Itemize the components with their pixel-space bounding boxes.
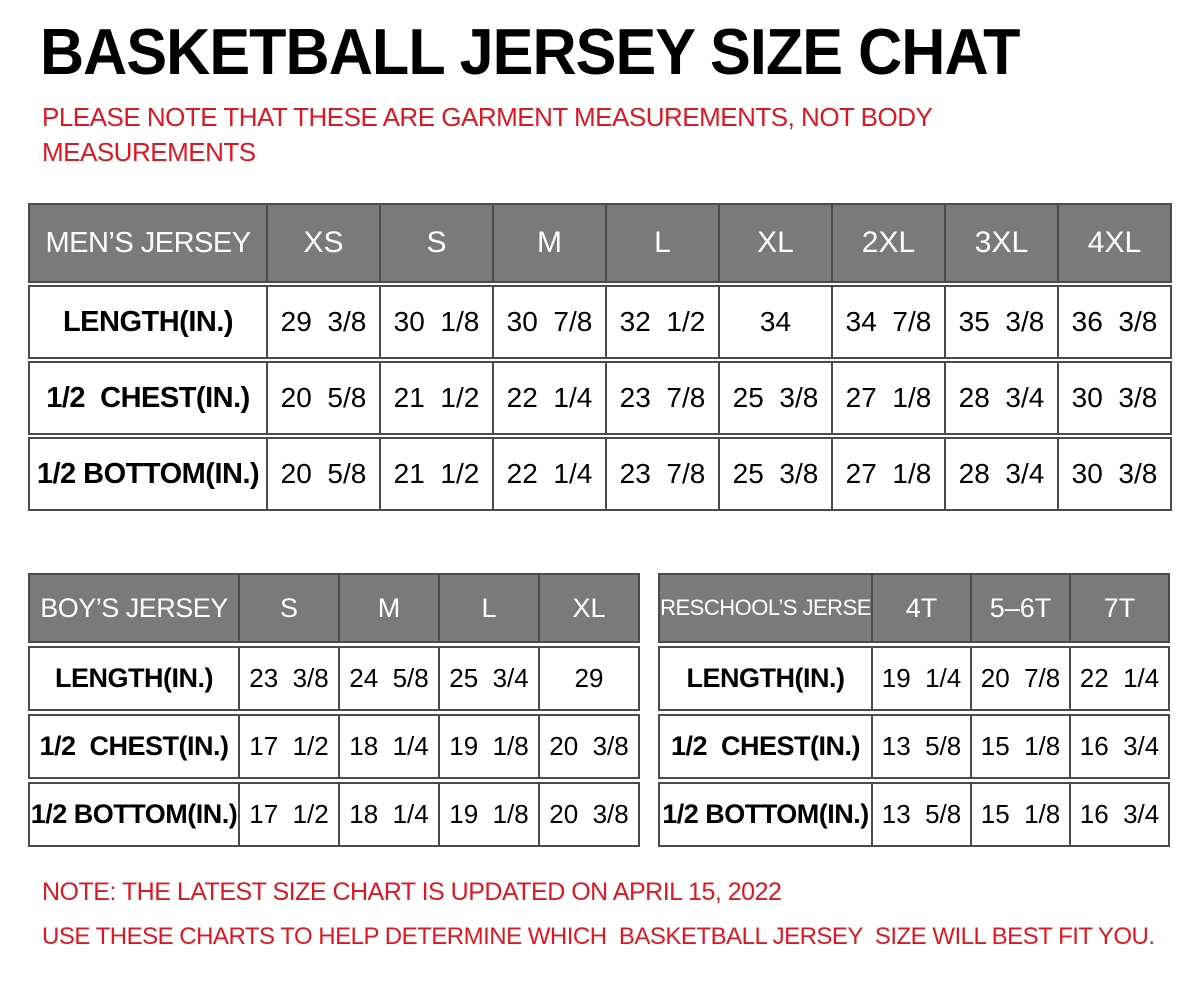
value-cell: 13 5/8	[871, 782, 972, 847]
mens-length-row: LENGTH(IN.) 29 3/8 30 1/8 30 7/8 32 1/2 …	[28, 285, 1172, 359]
value-cell: 20 3/8	[538, 714, 640, 779]
mens-chest-row: 1/2 CHEST(IN.) 20 5/8 21 1/2 22 1/4 23 7…	[28, 361, 1172, 435]
value-cell: 19 1/4	[871, 646, 972, 711]
preschool-jersey-table: PRESCHOOL’S JERSEY 4T 5–6T 7T LENGTH(IN.…	[658, 573, 1170, 850]
size-header-xs: XS	[266, 203, 381, 283]
preschool-table-title: PRESCHOOL’S JERSEY	[658, 573, 873, 643]
size-header-m: M	[338, 573, 440, 643]
garment-measurements-note: PLEASE NOTE THAT THESE ARE GARMENT MEASU…	[42, 100, 933, 170]
value-cell: 28 3/4	[944, 437, 1059, 511]
value-cell: 15 1/8	[970, 782, 1071, 847]
mens-table-title: MEN’S JERSEY	[28, 203, 268, 283]
value-cell: 29	[538, 646, 640, 711]
value-cell: 29 3/8	[266, 285, 381, 359]
garment-note-line2: MEASUREMENTS	[42, 137, 256, 168]
preschool-length-row: LENGTH(IN.) 19 1/4 20 7/8 22 1/4	[658, 646, 1170, 711]
page-title: BASKETBALL JERSEY SIZE CHAT	[40, 15, 1020, 88]
value-cell: 23 3/8	[238, 646, 340, 711]
value-cell: 22 1/4	[1069, 646, 1170, 711]
update-date-note: NOTE: THE LATEST SIZE CHART IS UPDATED O…	[42, 878, 782, 906]
row-label-length: LENGTH(IN.)	[28, 285, 268, 359]
value-cell: 16 3/4	[1069, 714, 1170, 779]
value-cell: 30 3/8	[1057, 437, 1172, 511]
value-cell: 21 1/2	[379, 437, 494, 511]
size-header-s: S	[238, 573, 340, 643]
value-cell: 35 3/8	[944, 285, 1059, 359]
size-header-5-6t: 5–6T	[970, 573, 1071, 643]
mens-bottom-row: 1/2 BOTTOM(IN.) 20 5/8 21 1/2 22 1/4 23 …	[28, 437, 1172, 511]
usage-note: USE THESE CHARTS TO HELP DETERMINE WHICH…	[42, 923, 1155, 950]
size-header-l: L	[438, 573, 540, 643]
size-header-3xl: 3XL	[944, 203, 1059, 283]
size-header-s: S	[379, 203, 494, 283]
value-cell: 22 1/4	[492, 437, 607, 511]
row-label-chest: 1/2 CHEST(IN.)	[658, 714, 873, 779]
row-label-length: LENGTH(IN.)	[658, 646, 873, 711]
size-header-xl: XL	[718, 203, 833, 283]
mens-jersey-table: MEN’S JERSEY XS S M L XL 2XL 3XL 4XL LEN…	[28, 203, 1172, 513]
value-cell: 15 1/8	[970, 714, 1071, 779]
value-cell: 30 1/8	[379, 285, 494, 359]
value-cell: 20 5/8	[266, 361, 381, 435]
row-label-bottom: 1/2 BOTTOM(IN.)	[28, 437, 268, 511]
value-cell: 34 7/8	[831, 285, 946, 359]
value-cell: 36 3/8	[1057, 285, 1172, 359]
value-cell: 17 1/2	[238, 782, 340, 847]
value-cell: 16 3/4	[1069, 782, 1170, 847]
value-cell: 21 1/2	[379, 361, 494, 435]
size-header-l: L	[605, 203, 720, 283]
size-header-xl: XL	[538, 573, 640, 643]
value-cell: 25 3/8	[718, 361, 833, 435]
boys-length-row: LENGTH(IN.) 23 3/8 24 5/8 25 3/4 29	[28, 646, 640, 711]
preschool-chest-row: 1/2 CHEST(IN.) 13 5/8 15 1/8 16 3/4	[658, 714, 1170, 779]
garment-note-line1: PLEASE NOTE THAT THESE ARE GARMENT MEASU…	[42, 102, 933, 132]
size-header-4t: 4T	[871, 573, 972, 643]
value-cell: 30 7/8	[492, 285, 607, 359]
value-cell: 30 3/8	[1057, 361, 1172, 435]
size-header-7t: 7T	[1069, 573, 1170, 643]
value-cell: 22 1/4	[492, 361, 607, 435]
value-cell: 25 3/4	[438, 646, 540, 711]
boys-chest-row: 1/2 CHEST(IN.) 17 1/2 18 1/4 19 1/8 20 3…	[28, 714, 640, 779]
value-cell: 17 1/2	[238, 714, 340, 779]
boys-bottom-row: 1/2 BOTTOM(IN.) 17 1/2 18 1/4 19 1/8 20 …	[28, 782, 640, 847]
mens-header-row: MEN’S JERSEY XS S M L XL 2XL 3XL 4XL	[28, 203, 1172, 283]
row-label-bottom: 1/2 BOTTOM(IN.)	[28, 782, 240, 847]
value-cell: 20 3/8	[538, 782, 640, 847]
value-cell: 27 1/8	[831, 437, 946, 511]
boys-header-row: BOY’S JERSEY S M L XL	[28, 573, 640, 643]
size-header-2xl: 2XL	[831, 203, 946, 283]
row-label-length: LENGTH(IN.)	[28, 646, 240, 711]
value-cell: 19 1/8	[438, 782, 540, 847]
preschool-bottom-row: 1/2 BOTTOM(IN.) 13 5/8 15 1/8 16 3/4	[658, 782, 1170, 847]
row-label-chest: 1/2 CHEST(IN.)	[28, 361, 268, 435]
boys-jersey-table: BOY’S JERSEY S M L XL LENGTH(IN.) 23 3/8…	[28, 573, 640, 850]
value-cell: 13 5/8	[871, 714, 972, 779]
value-cell: 34	[718, 285, 833, 359]
value-cell: 28 3/4	[944, 361, 1059, 435]
boys-table-title: BOY’S JERSEY	[28, 573, 240, 643]
value-cell: 20 5/8	[266, 437, 381, 511]
value-cell: 20 7/8	[970, 646, 1071, 711]
value-cell: 18 1/4	[338, 714, 440, 779]
preschool-header-row: PRESCHOOL’S JERSEY 4T 5–6T 7T	[658, 573, 1170, 643]
value-cell: 32 1/2	[605, 285, 720, 359]
value-cell: 18 1/4	[338, 782, 440, 847]
value-cell: 27 1/8	[831, 361, 946, 435]
row-label-bottom: 1/2 BOTTOM(IN.)	[658, 782, 873, 847]
size-header-4xl: 4XL	[1057, 203, 1172, 283]
value-cell: 24 5/8	[338, 646, 440, 711]
row-label-chest: 1/2 CHEST(IN.)	[28, 714, 240, 779]
value-cell: 23 7/8	[605, 361, 720, 435]
value-cell: 25 3/8	[718, 437, 833, 511]
value-cell: 23 7/8	[605, 437, 720, 511]
value-cell: 19 1/8	[438, 714, 540, 779]
size-header-m: M	[492, 203, 607, 283]
